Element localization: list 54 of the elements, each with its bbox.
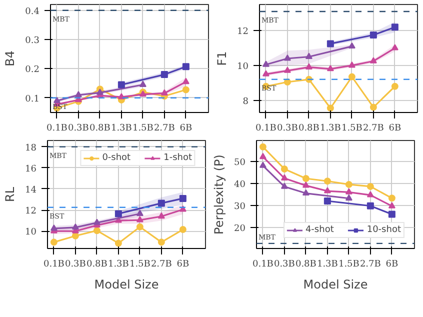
x-tick-label: 6B: [386, 260, 398, 270]
x-axis-title: Model Size: [303, 278, 368, 292]
x-tick-label: 0.1B: [252, 260, 274, 270]
y-tick-label: 8: [242, 96, 249, 107]
y-tick-label: 0.3: [25, 36, 40, 46]
x-tick-label: 0.3B: [68, 124, 90, 134]
x-tick-label: 2.7B: [150, 260, 172, 270]
x-tick-label: 6B: [180, 124, 192, 134]
x-tick-label: 1.3B: [110, 124, 132, 134]
x-tick-label: 6B: [176, 260, 190, 270]
y-tick-label: 0.2: [25, 65, 40, 76]
y-axis-title: F1: [215, 51, 230, 66]
x-tick-label: 1.5B: [132, 124, 154, 134]
x-tick-label: 0.8B: [89, 124, 111, 134]
x-tick-label: 0.8B: [295, 260, 317, 270]
x-tick-label: 0.3B: [274, 260, 296, 270]
x-tick-label: 2.7B: [154, 124, 176, 134]
legend-label: 4-shot: [305, 225, 334, 235]
legend-label: 10-shot: [366, 225, 401, 235]
x-tick-label: 1.5B: [338, 260, 360, 270]
y-tick-label: 12: [25, 206, 36, 217]
x-tick-label: 1.3B: [108, 260, 130, 270]
y-axis-title: RL: [3, 186, 18, 202]
y-tick-label: 12: [237, 27, 248, 38]
y-tick-label: 0.4: [25, 6, 40, 17]
x-tick-label: 0.1B: [255, 124, 277, 134]
x-axis-title: Model Size: [94, 278, 159, 292]
y-tick-label: 50: [234, 158, 246, 168]
legend-label: 1-shot: [164, 153, 192, 163]
x-tick-label: 0.8B: [86, 260, 108, 270]
x-tick-label: 1.3B: [320, 124, 342, 134]
x-tick-label: 2.7B: [362, 124, 384, 134]
x-tick-label: 0.3B: [276, 124, 298, 134]
y-tick-label: 14: [25, 185, 37, 196]
x-tick-label: 2.7B: [360, 260, 382, 270]
y-axis-title: Perplexity (P): [212, 154, 226, 234]
y-tick-label: 18: [25, 143, 37, 154]
y-tick-label: 10: [25, 228, 37, 238]
y-tick-label: 40: [234, 180, 246, 190]
y-axis-title: B4: [3, 50, 18, 66]
y-tick-label: 16: [25, 164, 37, 174]
x-tick-label: 1.5B: [341, 124, 363, 134]
legend-label: 0-shot: [102, 153, 131, 163]
y-tick-label: 30: [234, 202, 246, 212]
x-tick-label: 6B: [388, 124, 402, 134]
x-tick-label: 0.8B: [298, 124, 320, 134]
y-tick-label: 20: [234, 224, 246, 234]
x-tick-label: 0.1B: [43, 260, 65, 270]
y-tick-label: 10: [237, 62, 249, 72]
x-tick-label: 1.3B: [316, 260, 338, 270]
x-tick-label: 0.3B: [64, 260, 86, 270]
y-tick-label: 0.1: [25, 94, 40, 104]
x-tick-label: 0.1B: [46, 124, 68, 134]
x-tick-label: 1.5B: [129, 260, 151, 270]
